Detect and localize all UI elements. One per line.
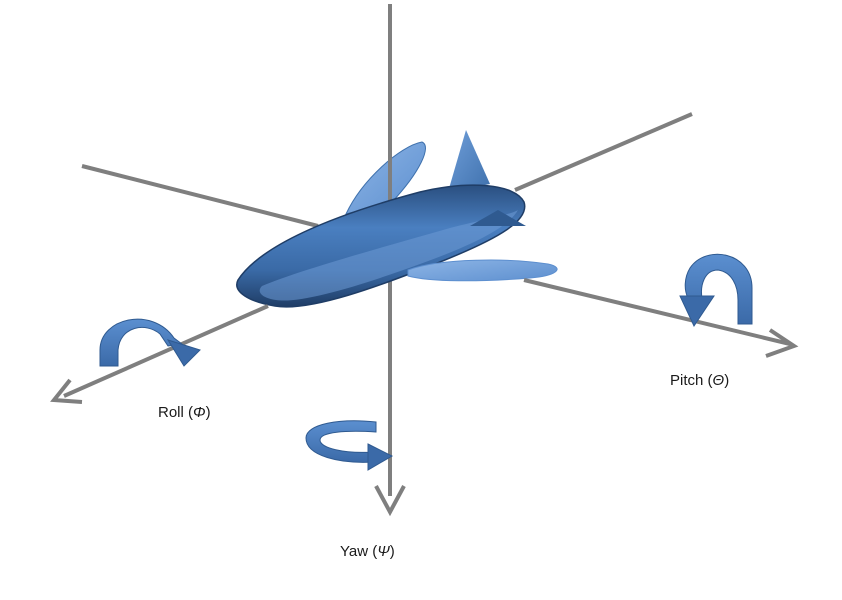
yaw-label-symbol: Ψ xyxy=(377,543,390,560)
pitch-axis-front xyxy=(523,278,791,346)
pitch-axis-back xyxy=(514,112,693,192)
yaw-rotation-arrow xyxy=(305,420,394,471)
roll-label-symbol: Φ xyxy=(193,404,206,421)
horizontal-stabilizer xyxy=(470,210,526,226)
roll-axis-back xyxy=(81,164,319,228)
roll-label-name: Roll xyxy=(158,404,184,421)
pitch-axis-arrowhead xyxy=(765,328,799,358)
vertical-fin xyxy=(448,130,490,192)
yaw-label-name: Yaw xyxy=(340,543,369,560)
roll-axis-arrowhead xyxy=(50,378,83,404)
pitch-label-name: Pitch xyxy=(670,372,704,389)
roll-label: Roll (Φ) xyxy=(158,404,211,421)
fuselage-highlight xyxy=(259,210,518,301)
yaw-axis-arrowhead xyxy=(374,485,406,517)
roll-rotation-arrow xyxy=(99,318,201,367)
pitch-label: Pitch (Θ) xyxy=(670,372,730,389)
yaw-label: Yaw (Ψ) xyxy=(340,543,395,560)
far-wing xyxy=(345,141,426,215)
near-wing xyxy=(407,259,558,282)
pitch-label-symbol: Θ xyxy=(712,372,725,389)
pitch-rotation-arrow xyxy=(679,253,753,328)
roll-axis-front xyxy=(63,304,269,398)
